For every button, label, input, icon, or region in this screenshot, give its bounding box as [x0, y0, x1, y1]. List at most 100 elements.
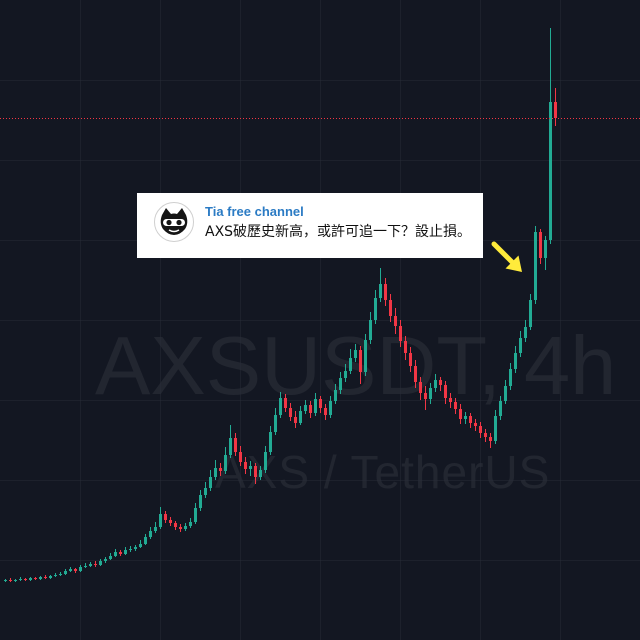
candle — [389, 294, 392, 322]
candle-body — [204, 488, 207, 495]
candle — [84, 563, 87, 568]
candle-body — [234, 438, 237, 452]
candle-body — [464, 416, 467, 419]
candle — [284, 394, 287, 412]
candle-body — [49, 576, 52, 578]
candle-body — [524, 327, 527, 338]
candle — [479, 422, 482, 438]
candle-body — [129, 549, 132, 550]
candle — [544, 236, 547, 270]
candle-body — [14, 580, 17, 581]
candle — [144, 534, 147, 545]
candle — [164, 511, 167, 523]
candle-body — [249, 466, 252, 469]
candle-body — [339, 378, 342, 390]
candle-body — [449, 398, 452, 402]
candle — [504, 380, 507, 404]
candle — [34, 577, 37, 580]
candle-body — [184, 526, 187, 529]
candle-body — [219, 468, 222, 471]
candle — [379, 268, 382, 302]
channel-avatar[interactable] — [154, 202, 194, 242]
candle-body — [454, 402, 457, 409]
candle-body — [389, 300, 392, 316]
candle — [259, 466, 262, 480]
candle — [269, 426, 272, 455]
candle-body — [469, 416, 472, 423]
candle-body — [19, 579, 22, 580]
candle — [199, 490, 202, 511]
candle — [4, 579, 7, 582]
candle — [244, 457, 247, 474]
candle — [194, 503, 197, 524]
candle — [349, 349, 352, 374]
candle — [514, 346, 517, 373]
candle — [529, 294, 532, 330]
candle — [494, 410, 497, 444]
candle-body — [549, 102, 552, 240]
candle-body — [494, 416, 497, 441]
candle-body — [149, 531, 152, 537]
candle — [94, 561, 97, 567]
candle-body — [289, 408, 292, 417]
candle-body — [34, 578, 37, 579]
candle — [469, 413, 472, 428]
candle-body — [304, 405, 307, 411]
candle — [304, 400, 307, 414]
candle — [114, 549, 117, 557]
candle-body — [189, 522, 192, 526]
candle-body — [4, 580, 7, 581]
candle — [174, 521, 177, 530]
candle — [449, 393, 452, 408]
candle-body — [264, 452, 267, 470]
candle-body — [59, 574, 62, 575]
candle-body — [424, 393, 427, 399]
candle-body — [359, 350, 362, 372]
candle-body — [439, 380, 442, 385]
candle-body — [309, 405, 312, 413]
candle-body — [519, 338, 522, 353]
channel-name[interactable]: Tia free channel — [205, 204, 304, 219]
candle-body — [159, 514, 162, 527]
candle-body — [109, 556, 112, 559]
candle-body — [419, 382, 422, 393]
candle — [414, 360, 417, 388]
candle — [399, 320, 402, 347]
candle-body — [554, 102, 557, 118]
candle — [299, 406, 302, 425]
candle-body — [39, 577, 42, 579]
candle — [234, 433, 237, 456]
candle — [214, 460, 217, 480]
candle-body — [164, 514, 167, 520]
candle — [464, 412, 467, 424]
candle — [224, 447, 227, 474]
candle-body — [349, 358, 352, 371]
candle — [314, 393, 317, 416]
candle-body — [384, 284, 387, 300]
avatar-goggle-left — [166, 219, 172, 226]
candle-body — [254, 466, 257, 477]
candle — [424, 386, 427, 410]
candle-body — [144, 537, 147, 544]
channel-avatar-icon — [154, 202, 194, 242]
candle — [324, 404, 327, 420]
candle-body — [74, 569, 77, 571]
candle-body — [374, 298, 377, 320]
candle-body — [104, 559, 107, 561]
candle-body — [529, 300, 532, 327]
candle — [239, 446, 242, 466]
candle-body — [119, 552, 122, 554]
candle — [149, 527, 152, 539]
candle — [104, 557, 107, 563]
candle-body — [179, 527, 182, 529]
candle — [69, 567, 72, 572]
candle — [369, 312, 372, 344]
candle-body — [334, 390, 337, 401]
candle — [99, 559, 102, 566]
candle — [354, 344, 357, 362]
candle — [554, 88, 557, 126]
candle-body — [429, 388, 432, 399]
candle — [154, 522, 157, 533]
